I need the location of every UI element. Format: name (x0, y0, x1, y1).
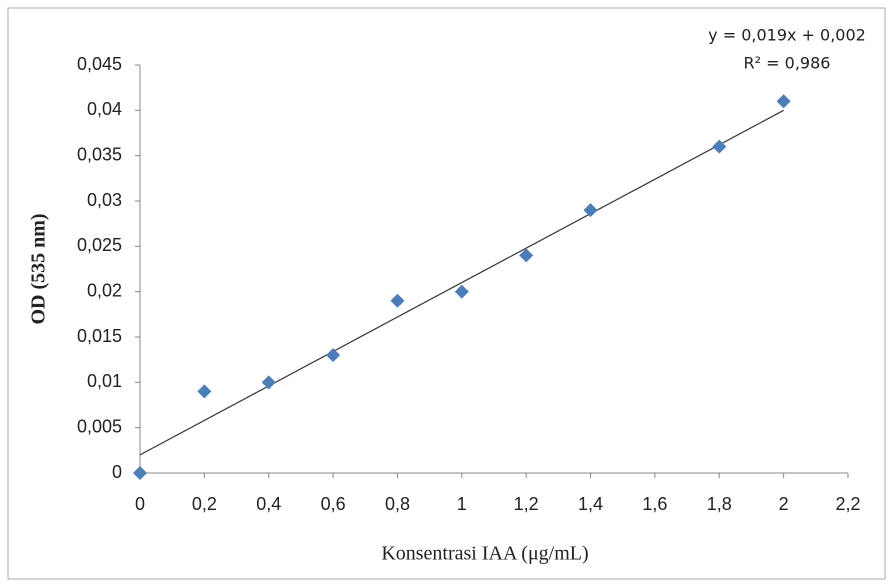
trendline-r2: R² = 0,986 (744, 54, 831, 73)
x-tick-label: 0,4 (256, 494, 281, 514)
data-point (133, 466, 147, 480)
x-axis-title: Konsentrasi IAA (μg/mL) (381, 543, 588, 565)
y-tick-label: 0,045 (77, 54, 122, 74)
data-point (519, 248, 534, 263)
data-point (454, 284, 469, 299)
y-tick-label: 0,005 (77, 416, 122, 436)
y-axis-title: OD (535 nm) (28, 213, 50, 324)
data-point (712, 139, 727, 154)
x-tick-label: 0 (135, 494, 145, 514)
x-tick-label: 1,4 (578, 494, 603, 514)
y-tick-label: 0,02 (87, 280, 122, 300)
y-tick-label: 0,03 (87, 190, 122, 210)
data-point (326, 348, 341, 363)
data-point (261, 375, 276, 390)
x-tick-label: 2 (779, 494, 789, 514)
data-point (197, 384, 212, 399)
x-tick-label: 0,2 (192, 494, 217, 514)
y-tick-label: 0,025 (77, 235, 122, 255)
data-point (776, 94, 791, 109)
trendline (139, 109, 784, 456)
x-tick-label: 0,6 (321, 494, 346, 514)
data-point (390, 293, 405, 308)
y-tick-label: 0,01 (87, 371, 122, 391)
y-tick-label: 0,015 (77, 326, 122, 346)
x-tick-label: 1,8 (707, 494, 732, 514)
x-tick-label: 1,6 (642, 494, 667, 514)
chart-border (7, 7, 886, 580)
trendline-equation: y = 0,019x + 0,002 (708, 26, 866, 45)
x-tick-label: 2,2 (835, 494, 860, 514)
y-tick-label: 0,035 (77, 144, 122, 164)
x-tick-label: 0,8 (385, 494, 410, 514)
y-tick-label: 0 (112, 462, 122, 482)
x-tick-label: 1,2 (514, 494, 539, 514)
x-tick-label: 1 (457, 494, 467, 514)
y-tick-label: 0,04 (87, 99, 122, 119)
data-point (583, 203, 598, 218)
